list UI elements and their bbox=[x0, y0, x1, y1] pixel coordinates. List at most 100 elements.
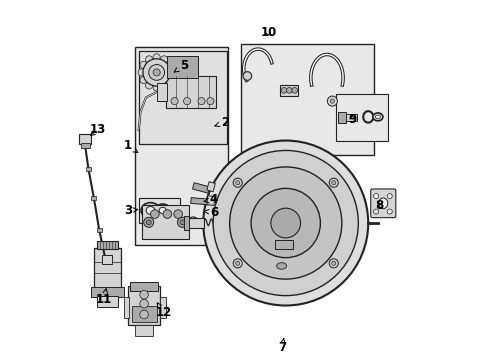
Ellipse shape bbox=[159, 207, 166, 214]
Circle shape bbox=[166, 76, 173, 84]
Circle shape bbox=[386, 194, 391, 199]
Circle shape bbox=[233, 259, 242, 268]
Bar bbox=[280, 85, 298, 96]
Circle shape bbox=[140, 291, 148, 299]
Bar bbox=[79, 134, 91, 144]
Circle shape bbox=[373, 194, 378, 199]
Circle shape bbox=[180, 220, 184, 225]
Circle shape bbox=[229, 167, 341, 279]
Bar bbox=[135, 324, 153, 336]
Circle shape bbox=[213, 150, 358, 296]
Circle shape bbox=[243, 72, 251, 80]
Ellipse shape bbox=[372, 113, 382, 121]
Text: 11: 11 bbox=[96, 289, 112, 306]
Circle shape bbox=[163, 210, 171, 219]
Circle shape bbox=[142, 59, 170, 86]
Circle shape bbox=[140, 61, 147, 68]
Ellipse shape bbox=[141, 203, 160, 219]
Circle shape bbox=[235, 181, 239, 185]
Text: 13: 13 bbox=[90, 123, 106, 136]
Circle shape bbox=[153, 54, 160, 61]
Text: 6: 6 bbox=[203, 206, 218, 219]
Bar bbox=[335, 94, 387, 140]
Bar bbox=[128, 286, 160, 325]
Bar bbox=[339, 114, 357, 121]
Circle shape bbox=[250, 188, 320, 258]
Circle shape bbox=[187, 217, 198, 228]
Bar bbox=[91, 287, 123, 297]
Bar bbox=[97, 241, 118, 249]
Circle shape bbox=[206, 98, 214, 105]
Circle shape bbox=[174, 210, 182, 219]
Bar bbox=[97, 228, 102, 232]
Bar bbox=[156, 83, 167, 101]
Circle shape bbox=[148, 64, 164, 80]
Circle shape bbox=[140, 310, 148, 319]
Circle shape bbox=[177, 217, 187, 227]
Circle shape bbox=[150, 210, 159, 219]
Bar bbox=[192, 183, 209, 193]
Bar bbox=[81, 143, 89, 148]
Bar bbox=[86, 167, 91, 171]
Circle shape bbox=[270, 208, 300, 238]
Circle shape bbox=[203, 140, 367, 306]
Circle shape bbox=[153, 69, 160, 76]
Circle shape bbox=[160, 82, 167, 89]
Bar bbox=[190, 198, 209, 205]
Ellipse shape bbox=[276, 263, 286, 269]
Text: 7: 7 bbox=[278, 338, 285, 354]
Text: 1: 1 bbox=[123, 139, 138, 153]
Circle shape bbox=[138, 69, 145, 76]
Bar bbox=[160, 297, 165, 318]
Circle shape bbox=[286, 87, 292, 93]
Bar bbox=[123, 297, 129, 318]
Circle shape bbox=[328, 178, 338, 187]
Bar bbox=[94, 248, 121, 288]
Circle shape bbox=[198, 98, 204, 105]
Circle shape bbox=[143, 217, 153, 227]
Ellipse shape bbox=[146, 207, 155, 215]
Bar bbox=[183, 216, 188, 230]
Circle shape bbox=[291, 87, 297, 93]
Circle shape bbox=[281, 87, 286, 93]
Text: 3: 3 bbox=[123, 204, 138, 217]
Circle shape bbox=[140, 300, 148, 308]
Circle shape bbox=[168, 69, 175, 76]
Bar bbox=[142, 205, 188, 239]
Circle shape bbox=[145, 82, 152, 89]
Circle shape bbox=[326, 96, 337, 106]
Circle shape bbox=[233, 178, 242, 187]
Text: 2: 2 bbox=[214, 116, 228, 129]
Circle shape bbox=[160, 56, 167, 63]
Circle shape bbox=[386, 209, 391, 214]
Text: 10: 10 bbox=[260, 27, 276, 40]
Bar bbox=[139, 198, 180, 223]
Bar bbox=[215, 217, 224, 228]
Bar bbox=[206, 196, 214, 205]
Text: 4: 4 bbox=[203, 193, 218, 206]
Bar bbox=[135, 47, 228, 244]
Ellipse shape bbox=[155, 204, 170, 217]
Circle shape bbox=[235, 261, 239, 265]
Bar bbox=[165, 76, 215, 108]
Circle shape bbox=[373, 209, 378, 214]
Circle shape bbox=[140, 76, 147, 84]
Bar bbox=[187, 218, 204, 228]
FancyBboxPatch shape bbox=[370, 189, 395, 218]
Bar bbox=[337, 112, 345, 123]
Circle shape bbox=[331, 181, 335, 185]
Circle shape bbox=[183, 98, 190, 105]
Bar bbox=[131, 306, 156, 321]
Circle shape bbox=[171, 98, 178, 105]
Circle shape bbox=[166, 61, 173, 68]
Circle shape bbox=[328, 259, 338, 268]
Bar bbox=[102, 255, 112, 264]
Bar bbox=[91, 196, 96, 200]
Text: 12: 12 bbox=[155, 303, 172, 319]
Circle shape bbox=[153, 84, 160, 91]
Circle shape bbox=[145, 56, 152, 63]
Circle shape bbox=[146, 220, 151, 225]
Bar bbox=[241, 44, 373, 155]
Bar bbox=[274, 239, 293, 249]
Text: 8: 8 bbox=[375, 199, 383, 212]
